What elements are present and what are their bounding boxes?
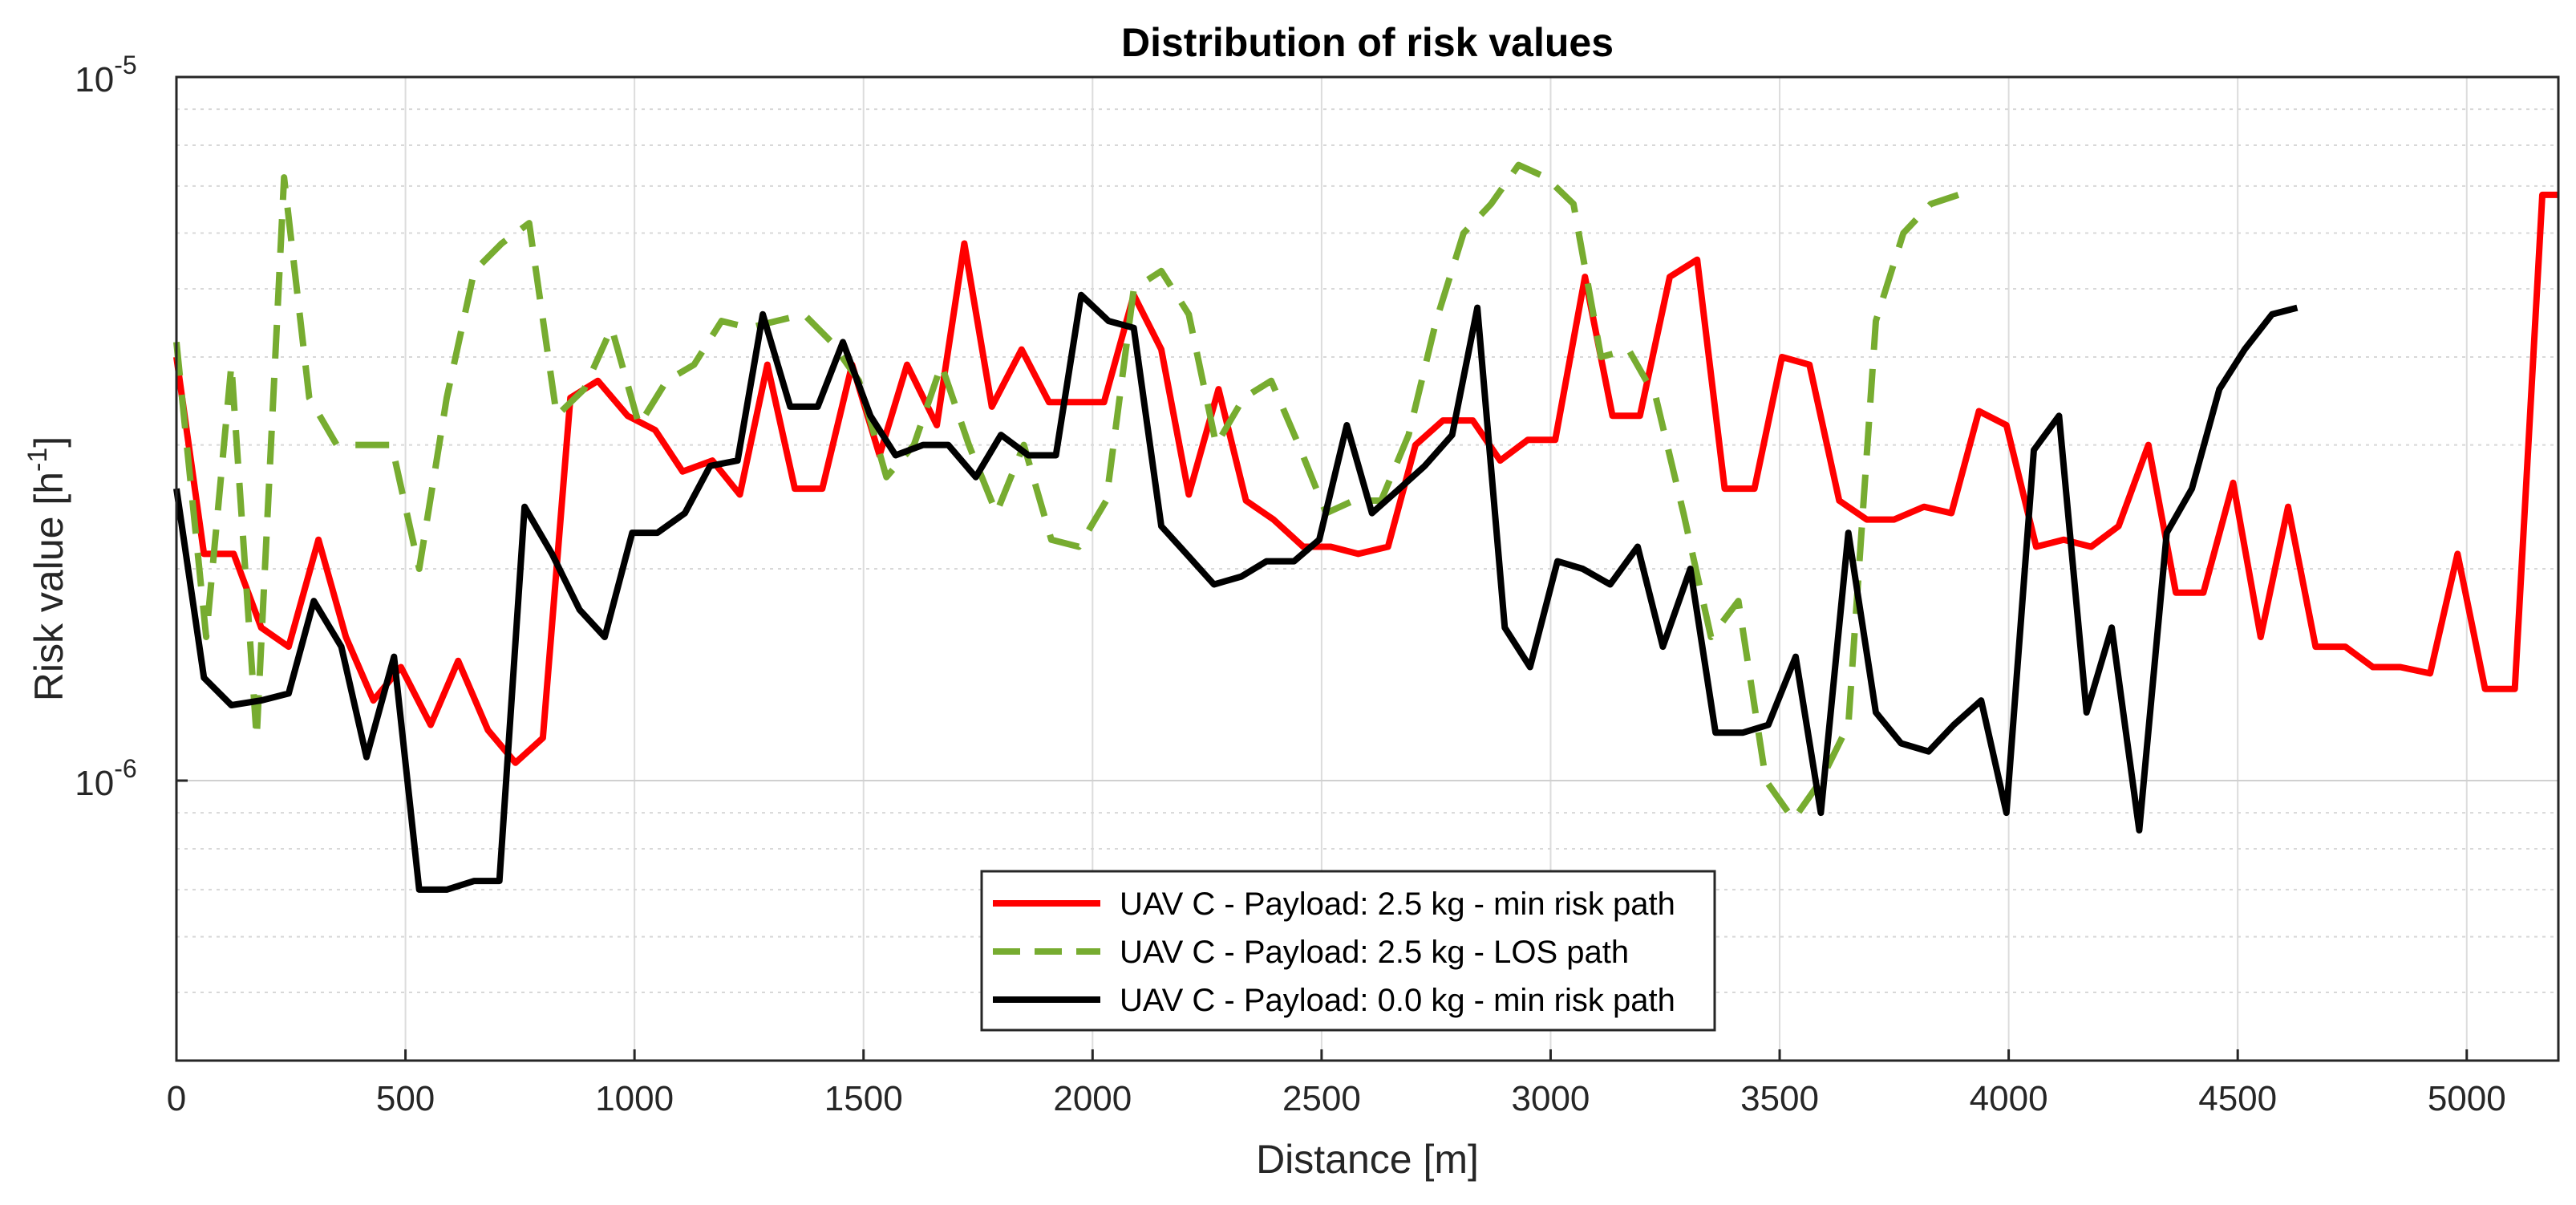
y-tick-exponent: -5 [114,51,136,79]
legend-label-2: UAV C - Payload: 2.5 kg - LOS path [1120,935,1629,970]
y-tick-label: 10-6 [75,754,136,803]
x-tick-label: 500 [376,1079,435,1118]
x-tick-label: 4500 [2198,1079,2277,1118]
x-tick-label: 3000 [1512,1079,1590,1118]
legend-label-1: UAV C - Payload: 2.5 kg - min risk path [1120,887,1675,922]
legend: UAV C - Payload: 2.5 kg - min risk path U… [980,870,1716,1032]
legend-label-3: UAV C - Payload: 0.0 kg - min risk path [1120,983,1675,1018]
x-tick-label: 0 [167,1079,186,1118]
x-tick-label: 1000 [595,1079,674,1118]
x-tick-label: 3500 [1740,1079,1819,1118]
x-tick-label: 4000 [1970,1079,2048,1118]
x-axis-label: Distance [m] [1256,1137,1479,1182]
series-line-3 [173,291,2299,893]
legend-box [980,870,1716,1032]
y-axis-label-end: ] [26,436,71,448]
grid-lines [176,76,2558,1061]
x-tick-label: 5000 [2428,1079,2506,1118]
series-line-2 [173,161,1960,823]
x-tick-label: 2000 [1053,1079,1132,1118]
plot-frame [175,75,2560,1062]
series-layer [173,161,2558,893]
chart-title: Distribution of risk values [1121,20,1614,65]
y-axis-label-base: Risk value [h [26,472,71,701]
x-tick-labels: 0 500 1000 1500 2000 2500 3000 3500 4000 4500 5000 [167,1049,2506,1118]
y-axis-label-sup: -1 [22,448,53,472]
y-tick-labels: 10-610-5 [75,51,188,803]
x-tick-label: 1500 [824,1079,903,1118]
y-tick-base: 10 [75,764,114,803]
y-tick-exponent: -6 [114,754,136,783]
y-tick-base: 10 [75,60,114,99]
y-axis-label: Risk value [h-1] [22,436,71,701]
x-tick-label: 2500 [1282,1079,1361,1118]
y-tick-label: 10-5 [75,51,136,99]
